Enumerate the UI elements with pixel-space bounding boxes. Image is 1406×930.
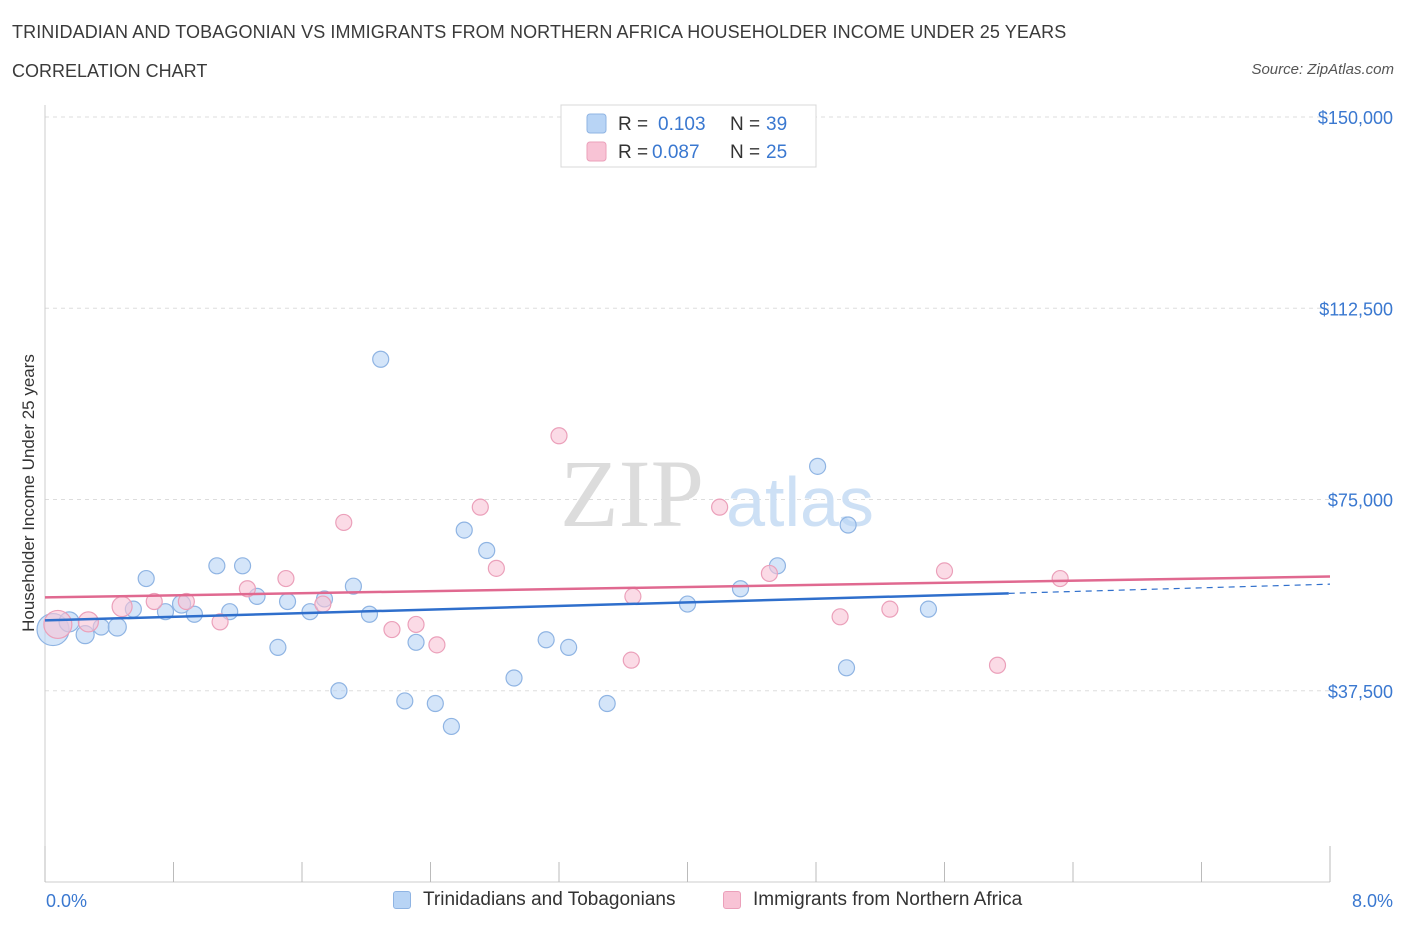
point-blue-4	[107, 617, 127, 637]
trend-line-blue-extension	[1008, 583, 1331, 594]
point-pink-12	[428, 636, 446, 654]
legend-swatch-trinidadians	[393, 891, 411, 909]
legend-r-value-1: 0.103	[658, 114, 706, 135]
point-blue-27	[478, 541, 496, 560]
point-pink-15	[550, 427, 568, 445]
point-pink-16	[622, 651, 640, 669]
point-blue-29	[537, 631, 555, 649]
point-blue-19	[344, 577, 362, 595]
point-pink-4	[177, 592, 195, 611]
point-blue-23	[407, 633, 425, 651]
trend-lines	[44, 575, 1331, 622]
point-blue-32	[678, 595, 697, 613]
point-blue-12	[233, 557, 252, 575]
point-blue-24	[426, 694, 444, 713]
point-blue-31	[598, 694, 616, 713]
point-pink-3	[145, 592, 163, 611]
point-blue-20	[360, 605, 379, 623]
point-blue-38	[919, 600, 938, 618]
legend-n-label-2: N =	[730, 142, 760, 163]
point-pink-2	[111, 595, 133, 618]
point-blue-36	[837, 659, 856, 677]
x-tick-label-min: 0.0%	[46, 891, 87, 911]
point-pink-1	[77, 611, 99, 633]
point-pink-0	[43, 609, 73, 640]
source-label: Source: ZipAtlas.com	[1251, 61, 1394, 78]
legend-item-trinidadians[interactable]: Trinidadians and Tobagonians	[393, 889, 675, 911]
point-pink-7	[277, 569, 295, 588]
point-blue-14	[269, 638, 287, 657]
point-pink-17	[624, 587, 642, 606]
point-blue-18	[330, 682, 348, 700]
legend-swatch-blue	[586, 113, 607, 134]
series-legend: Trinidadians and Tobagonians Immigrants …	[0, 889, 1406, 917]
y-axis-label: Householder Income Under 25 years	[19, 354, 38, 632]
point-blue-37	[839, 516, 857, 534]
point-pink-21	[881, 600, 899, 618]
point-pink-5	[211, 613, 229, 631]
point-blue-26	[455, 521, 473, 539]
legend-r-label-2: R =	[618, 142, 648, 163]
point-blue-22	[396, 692, 414, 710]
point-pink-8	[314, 595, 332, 613]
point-pink-11	[407, 615, 425, 634]
point-pink-13	[471, 498, 489, 516]
chart-subtitle: CORRELATION CHART	[12, 61, 208, 81]
data-points	[36, 350, 1069, 736]
legend-label-trinidadians: Trinidadians and Tobagonians	[423, 889, 676, 910]
point-blue-15	[278, 592, 297, 611]
y-tick-label-3: $37,500	[1328, 682, 1393, 702]
point-blue-33	[731, 580, 750, 598]
watermark-zip: ZIP	[560, 440, 704, 547]
legend-box: R = 0.103 N = 39 R = 0.087 N = 25	[560, 104, 817, 168]
point-blue-21	[372, 350, 390, 368]
point-blue-25	[442, 717, 460, 736]
point-pink-20	[831, 608, 849, 626]
point-blue-10	[208, 557, 226, 575]
point-pink-6	[238, 580, 256, 598]
point-pink-23	[988, 656, 1007, 674]
point-blue-35	[809, 457, 827, 475]
point-blue-9	[185, 605, 203, 623]
legend-n-value-2: 25	[766, 142, 787, 163]
axes	[44, 105, 1331, 883]
point-blue-28	[505, 669, 523, 687]
legend-swatch-pink	[586, 141, 607, 162]
trend-line-blue	[44, 592, 1009, 622]
point-pink-14	[487, 559, 505, 577]
legend-r-value-2: 0.087	[652, 142, 700, 163]
legend-swatch-northern-africa	[723, 891, 741, 909]
point-pink-22	[935, 562, 954, 580]
point-pink-24	[1051, 569, 1069, 588]
trend-line-pink	[44, 575, 1331, 599]
y-tick-label-1: $112,500	[1319, 299, 1393, 319]
point-pink-19	[760, 564, 779, 583]
legend-n-label-1: N =	[730, 114, 760, 135]
legend-label-northern-africa: Immigrants from Northern Africa	[753, 889, 1023, 910]
y-tick-label-2: $75,000	[1328, 491, 1393, 511]
point-pink-9	[335, 513, 353, 532]
chart-title: TRINIDADIAN AND TOBAGONIAN VS IMMIGRANTS…	[12, 22, 1067, 42]
legend-n-value-1: 39	[766, 114, 787, 135]
y-tick-label-0: $150,000	[1318, 108, 1393, 128]
point-pink-10	[383, 620, 401, 639]
point-blue-30	[560, 638, 578, 657]
point-pink-18	[711, 498, 729, 516]
x-tick-label-max: 8.0%	[1352, 891, 1393, 911]
point-blue-6	[137, 569, 155, 588]
legend-r-label-1: R =	[618, 114, 648, 135]
legend-item-northern-africa[interactable]: Immigrants from Northern Africa	[723, 889, 1022, 911]
y-tick-labels: $150,000 $112,500 $75,000 $37,500	[1318, 108, 1393, 702]
